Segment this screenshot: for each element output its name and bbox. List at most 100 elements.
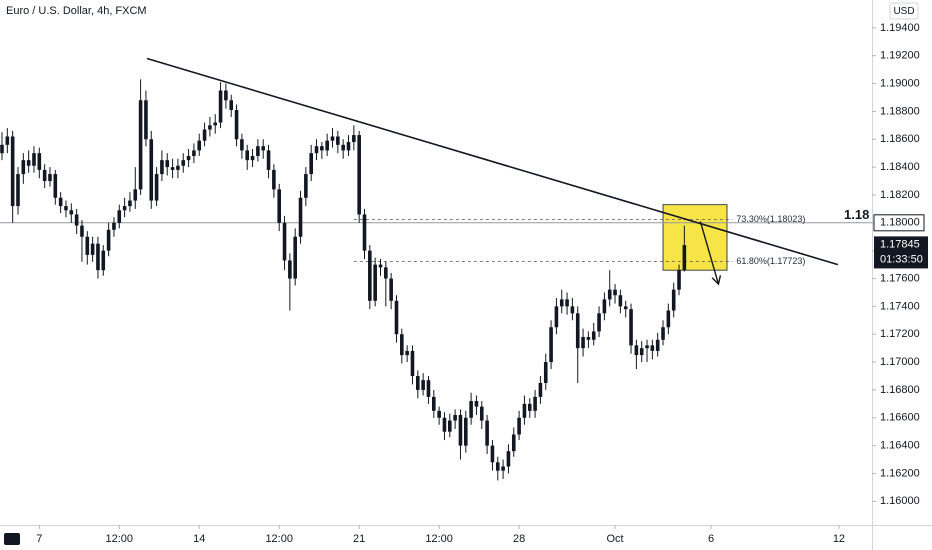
candle-body [309,153,313,175]
candle-body [543,362,548,383]
candle-body [607,289,612,300]
candle-body [613,289,617,296]
candle-body [629,309,633,346]
candle-body [373,264,377,301]
candle-body [677,270,681,290]
candle-body [336,136,340,145]
candle-body [85,236,90,255]
candle-body [485,420,489,446]
candle-body [469,401,473,418]
x-tick-label: 12:00 [106,533,134,545]
candle-body [666,310,671,328]
candle-body [575,313,580,349]
candle-body [453,414,457,421]
candle-body [597,313,601,332]
candle-body [224,90,228,101]
candle-body [559,299,564,307]
candle-body [272,169,276,190]
fib-label: 61.80%(1.17723) [736,256,805,266]
candle-body [394,300,399,335]
x-tick-label: 12:00 [425,533,453,545]
y-tick-label: 1.17400 [880,300,920,312]
candle-body [133,189,138,201]
candle-body [623,306,628,310]
y-tick-label: 1.16800 [880,384,920,396]
candle-body [80,225,84,237]
candle-body [149,139,154,201]
candle-body [400,334,404,356]
candle-body [154,174,159,201]
candle-body [416,375,420,390]
candle-body [320,146,324,151]
candle-body [645,345,649,349]
candle-body [671,289,676,311]
candle-body [288,260,292,279]
candle-body [602,299,607,314]
candle-body [96,243,100,271]
candle-body [32,153,36,166]
candle-body [479,406,484,421]
candle-body [330,136,335,141]
x-tick-label: 14 [193,533,205,545]
candle-body [458,414,463,446]
y-tick-label: 1.16200 [880,467,920,479]
candle-body [549,327,553,363]
candle-body [266,150,271,170]
candle-body [5,136,10,145]
candle-body [682,245,687,271]
candle-body [250,155,255,161]
candle-body [165,160,170,168]
fib-label: 73.30%(1.18023) [736,214,805,224]
candle-body [581,337,585,349]
y-tick-label: 1.17600 [880,272,920,284]
candle-body [538,382,543,397]
candle-body [565,299,569,307]
candle-body [474,401,479,407]
candle-body [186,155,191,161]
y-tick-label: 1.19000 [880,77,920,89]
candle-body [346,142,351,151]
last-price: 1.17845 [880,238,920,250]
candle-body [10,136,15,207]
countdown: 01:33:50 [880,253,923,265]
candle-body [144,100,148,140]
candle-body [389,278,393,301]
candle-body [64,206,68,211]
arrow-head [711,275,722,286]
candle-body [128,200,132,207]
candle-body [432,396,436,411]
candle-body [16,174,20,207]
candle-body [490,445,495,463]
level-tag-box [873,214,925,232]
candle-body [117,210,122,223]
tv-logo [4,533,20,545]
candle-body [218,90,223,123]
candle-body [304,174,308,198]
level-annotation: 1.18 [844,207,869,222]
candle-body [245,150,250,161]
candle-body [341,144,345,151]
x-tick-label: 28 [513,533,525,545]
candle-body [112,222,116,230]
currency-box [889,2,919,20]
candle-body [655,339,660,351]
candle-body [570,306,575,314]
logo-mark [4,533,20,545]
candle-body [352,135,356,143]
candle-body [277,189,282,223]
y-tick-label: 1.18800 [880,105,920,117]
y-tick-label: 1.17000 [880,356,920,368]
candle-body [368,250,372,301]
candle-body [378,264,383,268]
candle-body [421,380,425,390]
candle-body [0,144,4,154]
y-tick-label: 1.19200 [880,50,920,62]
candle-body [591,331,596,340]
level-tag: 1.18000 [880,217,920,229]
candle-body [410,350,415,376]
candle-body [511,434,516,452]
candle-body [48,174,52,182]
